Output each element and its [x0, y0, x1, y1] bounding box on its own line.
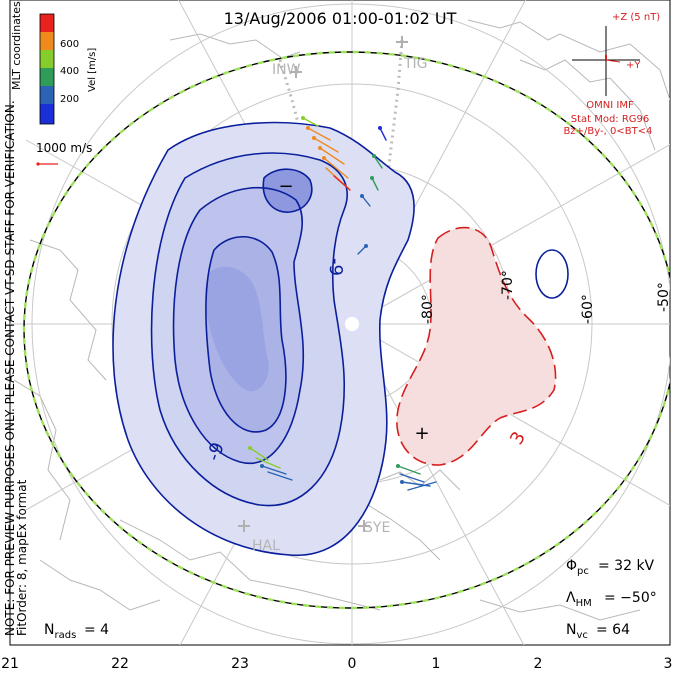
vector-dots: [248, 116, 404, 484]
imf-model-line-1: Stat Mod: RG96: [571, 114, 650, 125]
lat-label-80: -80°: [420, 294, 436, 324]
stats-n-vc-value: = 64: [596, 622, 630, 638]
mlt-tick-0: 0: [348, 656, 357, 672]
svg-text:Φpc: Φpc: [566, 558, 589, 577]
mlt-axis: 21 22 23 0 1 2 3: [1, 656, 672, 672]
negative-contours: [112, 121, 569, 556]
coord-system-label: MLT coordinates: [10, 1, 23, 90]
contour-label-1: -9: [325, 258, 346, 276]
stats-n-rads: Nrads = 4: [44, 622, 109, 641]
colorbar-tick-400: 400: [60, 66, 79, 77]
imf-z-label: +Z (5 nT): [612, 12, 660, 23]
lat-label-70: -70°: [500, 270, 516, 300]
fit-order-note: FitOrder: 8, mapEx format: [15, 479, 29, 636]
hm-boundary-highlight: [22, 50, 670, 610]
positive-cell: [396, 226, 557, 466]
station-hal: HAL: [252, 538, 280, 554]
stats-phi-pc-value: = 32 kV: [598, 558, 655, 574]
svg-text:ΛHM: ΛHM: [566, 590, 592, 609]
potential-max-marker: +: [414, 423, 429, 444]
mlt-tick-1: 1: [432, 656, 441, 672]
lat-label-60: -60°: [580, 294, 596, 324]
station-markers: [238, 36, 408, 532]
imf-dial: +Z (5 nT) +Y OMNI IMF Stat Mod: RG96 Bz+…: [564, 12, 661, 137]
svg-text:Nrads: Nrads: [44, 622, 76, 641]
mlt-tick-3: 3: [664, 656, 673, 672]
stats-lambda-hm-value: = −50°: [604, 590, 657, 606]
station-sye: SYE: [364, 520, 390, 536]
colorbar-label: Vel [m/s]: [87, 48, 98, 92]
mlt-tick-22: 22: [111, 656, 129, 672]
colorbar-tick-600: 600: [60, 39, 79, 50]
stats-n-vc: Nvc = 64: [566, 622, 630, 641]
pole-marker: [345, 317, 359, 331]
vector-scale-label: 1000 m/s: [36, 141, 92, 155]
station-inw: INW: [272, 62, 301, 78]
vector-scale-dot: [36, 162, 40, 166]
potential-min-marker: −: [278, 176, 293, 197]
radar-fov: [278, 39, 404, 191]
preview-note: NOTE: FOR PREVIEW PURPOSES ONLY. PLEASE …: [3, 100, 17, 636]
velocity-colorbar: 600 400 200 Vel [m/s]: [39, 13, 98, 125]
stats-n-rads-value: = 4: [84, 622, 109, 638]
svg-text:Nvc: Nvc: [566, 622, 588, 641]
stats-lambda-hm: ΛHM = −50°: [566, 590, 657, 609]
stats-phi-pc: Φpc = 32 kV: [566, 558, 655, 577]
map-title: 13/Aug/2006 01:00-01:02 UT: [224, 9, 457, 28]
velocity-vectors: [249, 117, 437, 491]
mlt-tick-23: 23: [231, 656, 249, 672]
station-tig: TIG: [403, 56, 428, 72]
lat-label-50: -50°: [656, 282, 672, 312]
mlt-tick-2: 2: [534, 656, 543, 672]
mlt-tick-21: 21: [1, 656, 19, 672]
colorbar-tick-200: 200: [60, 94, 79, 105]
imf-source: OMNI IMF: [586, 100, 634, 111]
imf-y-label: +Y: [626, 60, 641, 71]
imf-model-line-2: Bz+/By-, 0<BT<4: [564, 126, 653, 137]
